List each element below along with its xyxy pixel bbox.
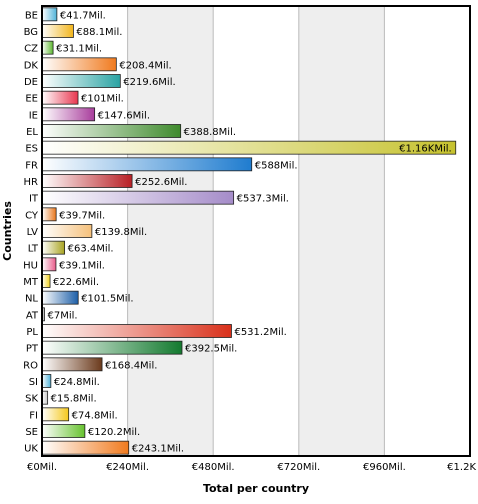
category-label: EE <box>25 94 38 105</box>
category-label: IE <box>29 110 38 121</box>
value-label: €39.1Mil. <box>59 260 105 271</box>
category-label: MT <box>23 277 39 288</box>
category-labels: BE BG CZ DK DE EE IE EL ES FR HR IT CY LV LT HU MT NL AT PL… <box>23 10 39 454</box>
bar-cz <box>41 40 54 55</box>
x-tick-label: €240Mil. <box>106 462 149 473</box>
value-label: €388.8Mil. <box>184 127 236 138</box>
value-label: €139.8Mil. <box>95 227 147 238</box>
value-label: €101.5Mil. <box>81 294 133 305</box>
value-label: €392.5Mil. <box>185 344 237 355</box>
plot-border <box>41 5 471 457</box>
bar-bg <box>41 24 74 38</box>
grid-band <box>127 6 214 456</box>
value-label: €39.7Mil. <box>59 210 105 221</box>
x-tick-labels: €0Mil. €240Mil. €480Mil. €720Mil. €960Mil. €1… <box>27 462 476 473</box>
bar-lv <box>41 224 93 238</box>
x-tick-label: €0Mil. <box>27 462 57 473</box>
category-label: BG <box>24 27 38 38</box>
bar-lt <box>41 240 66 255</box>
value-label: €88.1Mil. <box>76 27 122 38</box>
bar-ee <box>41 90 79 105</box>
value-label: €7Mil. <box>47 310 77 321</box>
value-label: €208.4Mil. <box>119 60 171 71</box>
value-label: €31.1Mil. <box>56 44 102 55</box>
value-label: €1.16KMil. <box>399 144 452 155</box>
bar-cy <box>41 207 57 222</box>
category-label: DE <box>24 77 38 88</box>
value-label: €41.7Mil. <box>60 10 106 21</box>
bars: €41.7Mil. €88.1Mil. €31.1Mil. €208.4Mil. €21… <box>41 7 457 455</box>
value-label: €22.6Mil. <box>53 277 99 288</box>
category-label: CZ <box>24 44 38 55</box>
value-label: €24.8Mil. <box>54 377 100 388</box>
value-label: €531.2Mil. <box>234 327 286 338</box>
category-label: CY <box>25 210 39 221</box>
bar-it <box>41 190 235 205</box>
value-label: €243.1Mil. <box>132 444 184 455</box>
category-label: HU <box>23 260 38 271</box>
value-label: €219.6Mil. <box>123 77 175 88</box>
bar-fi <box>41 407 70 422</box>
category-label: AT <box>26 310 39 321</box>
bar-el <box>41 124 182 138</box>
category-label: SI <box>29 377 38 388</box>
bar-pl <box>41 324 232 338</box>
category-label: SE <box>25 427 38 438</box>
category-label: HR <box>24 177 39 188</box>
bar-uk <box>41 440 130 455</box>
category-label: DK <box>24 60 39 71</box>
value-label: €63.4Mil. <box>68 244 114 255</box>
bar-ro <box>41 357 103 372</box>
bar-nl <box>41 290 79 305</box>
category-label: IT <box>29 194 39 205</box>
category-label: EL <box>26 127 38 138</box>
category-label: UK <box>24 444 38 455</box>
value-label: €588Mil. <box>255 160 298 171</box>
bar-pt <box>41 340 183 355</box>
value-label: €537.3Mil. <box>237 194 289 205</box>
category-label: BE <box>25 10 38 21</box>
bar-mt <box>41 274 51 288</box>
value-label: €101Mil. <box>81 94 124 105</box>
bar-fr <box>41 157 253 172</box>
category-label: ES <box>25 144 38 155</box>
value-label: €168.4Mil. <box>105 360 157 371</box>
bar-hr <box>41 174 133 188</box>
x-tick-label: €480Mil. <box>192 462 235 473</box>
category-label: FR <box>25 160 38 171</box>
y-axis-title: Countries <box>1 201 14 261</box>
bar-es <box>41 140 457 155</box>
value-label: €147.6Mil. <box>98 110 150 121</box>
category-label: RO <box>23 360 38 371</box>
bar-ie <box>41 107 96 122</box>
value-label: €252.6Mil. <box>135 177 187 188</box>
category-label: PL <box>26 327 38 338</box>
grid-band <box>298 6 385 456</box>
x-tick-label: €960Mil. <box>363 462 406 473</box>
bar-dk <box>41 57 117 72</box>
category-label: SK <box>25 394 38 405</box>
bar-se <box>41 424 86 438</box>
category-label: LT <box>28 244 39 255</box>
category-label: NL <box>25 294 38 305</box>
grid-bands <box>127 6 385 456</box>
x-tick-label: €1.2K <box>447 462 476 473</box>
value-label: €74.8Mil. <box>72 410 118 421</box>
x-axis-title: Total per country <box>203 482 309 495</box>
bar-hu <box>41 257 57 272</box>
bar-si <box>41 374 52 388</box>
value-label: €15.8Mil. <box>51 394 97 405</box>
category-label: FI <box>29 410 38 421</box>
category-label: PT <box>26 344 39 355</box>
category-label: LV <box>27 227 38 238</box>
x-tick-label: €720Mil. <box>277 462 320 473</box>
bar-be <box>41 7 58 22</box>
value-label: €120.2Mil. <box>88 427 140 438</box>
bar-de <box>41 74 121 88</box>
